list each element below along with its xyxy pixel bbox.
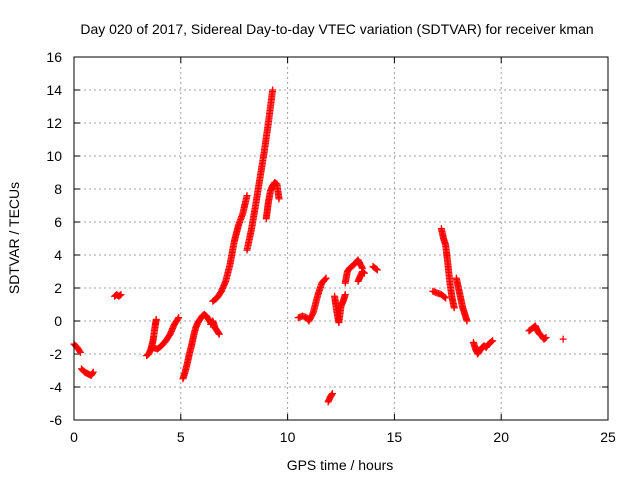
y-tick-label: -6 xyxy=(50,412,63,428)
data-point xyxy=(269,86,277,94)
x-tick-label: 0 xyxy=(70,429,78,445)
x-tick-label: 10 xyxy=(280,429,296,445)
data-point xyxy=(463,317,471,325)
y-tick-label: 2 xyxy=(54,280,62,296)
y-axis-label: SDTVAR / TECUs xyxy=(6,182,22,294)
data-point xyxy=(359,268,367,276)
y-tick-label: 8 xyxy=(54,181,62,197)
data-point xyxy=(360,269,368,277)
x-axis-label: GPS time / hours xyxy=(287,457,394,473)
data-point xyxy=(76,348,84,356)
x-tick-label: 5 xyxy=(177,429,185,445)
y-tick-label: 14 xyxy=(46,82,62,98)
data-point xyxy=(372,265,380,273)
data-point xyxy=(275,195,283,203)
grid xyxy=(74,57,608,420)
data-point xyxy=(542,334,550,341)
data-point xyxy=(373,266,381,274)
data-point xyxy=(175,314,183,322)
data-point xyxy=(243,192,251,200)
y-tick-label: 16 xyxy=(46,49,62,65)
y-tick-label: 10 xyxy=(46,148,62,164)
y-tick-label: 0 xyxy=(54,313,62,329)
data-point xyxy=(89,368,97,376)
data-point xyxy=(489,337,497,345)
x-tick-label: 20 xyxy=(493,429,509,445)
chart-title: Day 020 of 2017, Sidereal Day-to-day VTE… xyxy=(80,21,593,37)
data-point xyxy=(152,315,160,323)
data-point xyxy=(76,347,84,355)
y-tick-label: 12 xyxy=(46,115,62,131)
plot-frame xyxy=(73,56,609,421)
y-tick-label: -2 xyxy=(50,346,63,362)
data-point xyxy=(116,291,124,299)
y-tick-label: -4 xyxy=(50,379,63,395)
data-point xyxy=(328,391,336,399)
data-point xyxy=(450,304,458,312)
data-point xyxy=(174,315,182,323)
data-point xyxy=(117,291,125,299)
data-point xyxy=(89,369,97,377)
data-point xyxy=(441,293,449,301)
data-point xyxy=(322,274,330,282)
axis-ticks: 0 5 10 15 20 25 -6 -4 -2 0 2 4 6 8 10 12 14 16 xyxy=(46,49,616,445)
data-point xyxy=(215,330,223,338)
data-point xyxy=(442,294,450,302)
data-point xyxy=(541,334,549,342)
x-tick-label: 25 xyxy=(600,429,616,445)
data-point xyxy=(341,291,349,299)
data-point xyxy=(321,275,329,283)
data-point xyxy=(488,338,496,346)
y-tick-label: 6 xyxy=(54,214,62,230)
data-point xyxy=(215,329,223,337)
data-point xyxy=(358,263,366,271)
data-points xyxy=(70,86,567,406)
y-tick-label: 4 xyxy=(54,247,62,263)
data-point xyxy=(328,390,336,398)
x-tick-label: 15 xyxy=(387,429,403,445)
data-point xyxy=(559,335,567,343)
